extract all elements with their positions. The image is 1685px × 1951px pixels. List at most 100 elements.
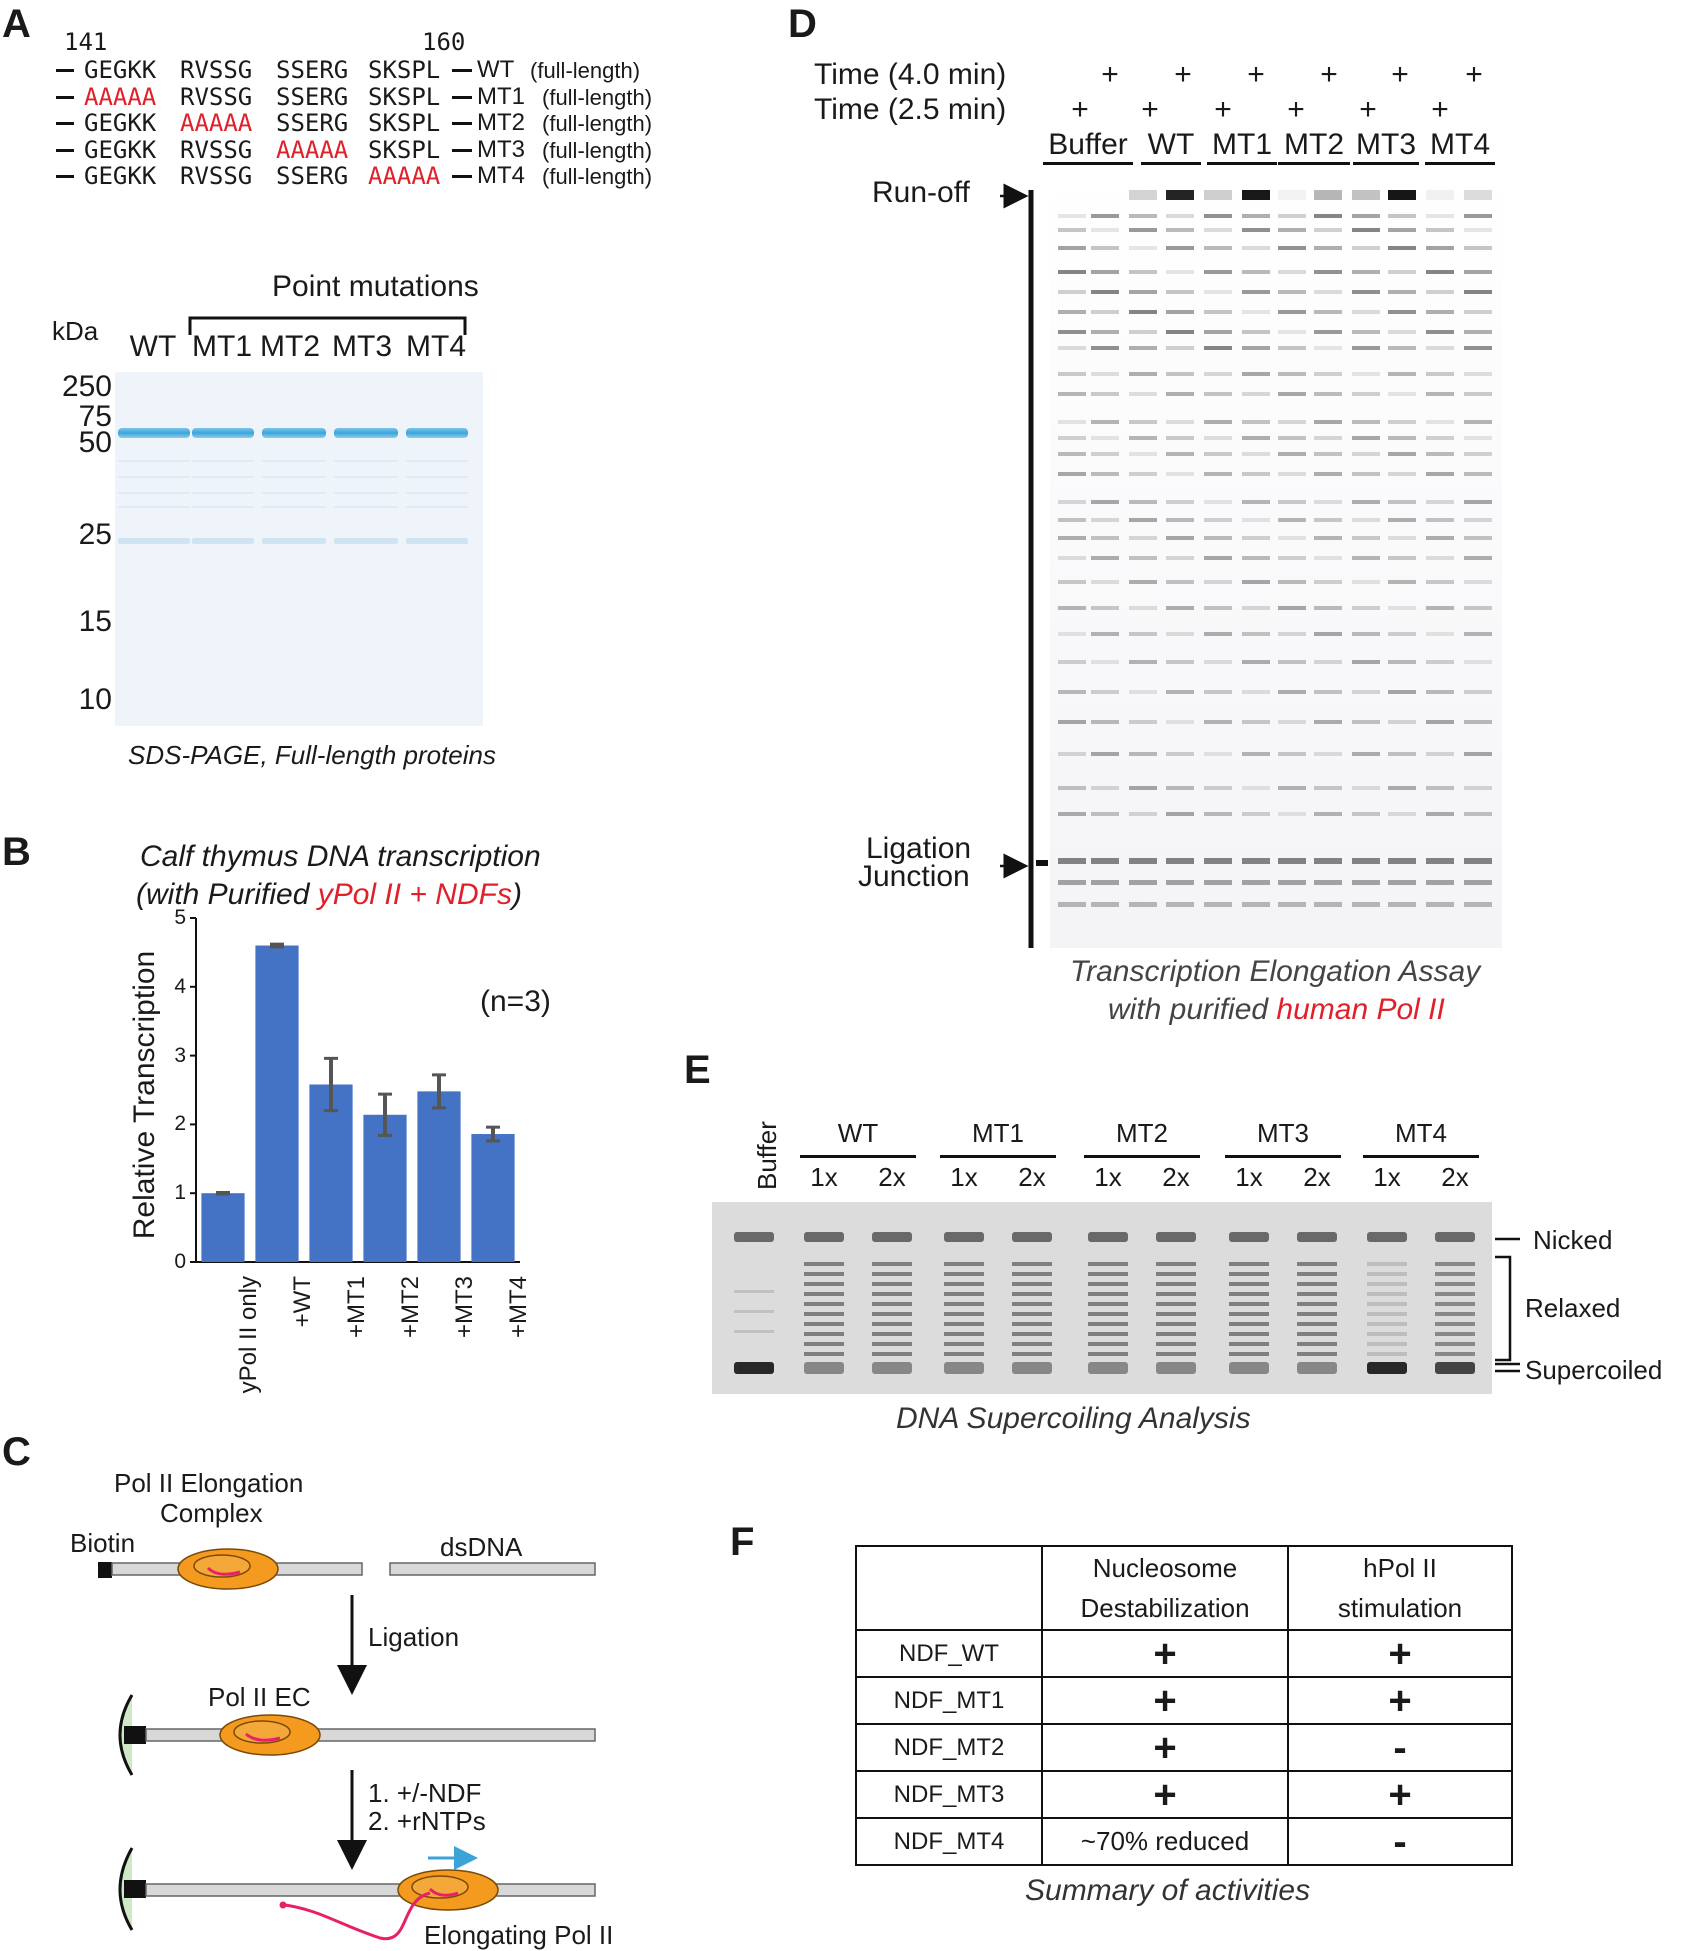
relaxed-band — [1156, 1332, 1196, 1336]
transcript-band — [1129, 270, 1157, 274]
plus-marker-4min: + — [1465, 58, 1483, 91]
transcript-band — [1204, 786, 1232, 790]
gel-a-marker-label: 15 — [78, 605, 112, 638]
transcript-band — [1314, 310, 1342, 314]
transcript-band — [1314, 372, 1342, 376]
relaxed-band — [1229, 1262, 1269, 1266]
relaxed-band — [1012, 1332, 1052, 1336]
transcript-band — [1204, 690, 1232, 694]
seq-name: MT3 — [477, 135, 525, 163]
gel-a-lane-label: MT4 — [406, 330, 466, 363]
nicked-band — [1229, 1232, 1269, 1242]
plus-marker-4min: + — [1320, 58, 1338, 91]
protein-band — [406, 428, 468, 438]
nicked-band — [1156, 1232, 1196, 1242]
gel-e-group-label: MT2 — [1116, 1118, 1168, 1148]
transcript-band — [1388, 346, 1416, 350]
transcript-band — [1166, 246, 1194, 250]
y-tick-label: 3 — [174, 1043, 186, 1067]
transcript-band — [1129, 392, 1157, 396]
dose-1x-label: 1x — [1094, 1162, 1122, 1192]
row-name-cell: NDF_MT2 — [855, 1723, 1043, 1772]
transcript-band — [1352, 472, 1380, 476]
relaxed-band — [1012, 1352, 1052, 1356]
transcript-band — [1058, 392, 1086, 396]
transcript-band — [1242, 752, 1270, 756]
seq-block: SSERG — [276, 56, 349, 84]
transcript-band — [1426, 436, 1454, 440]
transcript-band — [1058, 290, 1086, 294]
transcript-band — [1464, 472, 1492, 476]
run-off-band — [1129, 190, 1157, 200]
y-tick-label: 5 — [174, 906, 186, 929]
transcript-band — [1058, 214, 1086, 218]
relative-transcription-chart — [190, 917, 520, 1263]
faint-band — [406, 460, 468, 462]
transcript-band — [1242, 330, 1270, 334]
plus-marker-4min: + — [1174, 58, 1192, 91]
gel-a-marker-label: 250 — [61, 370, 112, 403]
transcript-band — [1091, 752, 1119, 756]
nucleosome-cell: ~70% reduced — [1041, 1817, 1289, 1866]
relaxed-band — [1297, 1342, 1337, 1346]
transcript-band — [1204, 632, 1232, 636]
transcript-band — [1278, 812, 1306, 816]
sds-page-gel — [115, 372, 483, 726]
transcript-band — [1464, 420, 1492, 424]
transcript-band — [1204, 214, 1232, 218]
bar — [309, 1084, 353, 1262]
relaxed-band — [804, 1282, 844, 1286]
junction-band — [1129, 858, 1157, 864]
seq-block: SSERG — [276, 82, 349, 111]
header-hpol: hPol II stimulation — [1287, 1545, 1513, 1631]
transcript-band — [1091, 580, 1119, 584]
transcript-band — [1464, 500, 1492, 504]
transcript-band — [1204, 372, 1232, 376]
relaxed-band — [1156, 1282, 1196, 1286]
transcript-band — [1166, 290, 1194, 294]
transcript-band — [1242, 556, 1270, 560]
transcript-band — [1166, 472, 1194, 476]
transcript-band — [1388, 812, 1416, 816]
supercoiled-band — [1156, 1362, 1196, 1374]
transcript-band — [1464, 518, 1492, 522]
relaxed-band — [944, 1342, 984, 1346]
transcript-band — [1314, 472, 1342, 476]
relaxed-band — [1088, 1302, 1128, 1306]
faint-band — [334, 506, 398, 508]
transcript-band — [1242, 310, 1270, 314]
relaxed-band — [1088, 1342, 1128, 1346]
transcript-band — [1426, 472, 1454, 476]
transcript-band — [1204, 330, 1232, 334]
transcript-band — [1464, 606, 1492, 610]
transcript-band — [1388, 690, 1416, 694]
transcript-band — [1314, 500, 1342, 504]
table-caption: Summary of activities — [1025, 1874, 1311, 1907]
transcript-band — [1314, 270, 1342, 274]
transcript-band — [1129, 500, 1157, 504]
row-name-cell: NDF_MT3 — [855, 1770, 1043, 1819]
transcript-band — [1166, 632, 1194, 636]
relaxed-band — [872, 1312, 912, 1316]
supercoiled-band — [1367, 1362, 1407, 1374]
transcript-band — [1426, 580, 1454, 584]
gel-d-group-label: MT3 — [1356, 128, 1416, 161]
transcript-band — [1166, 606, 1194, 610]
dsdna-label: dsDNA — [440, 1532, 523, 1562]
relaxed-band — [1012, 1342, 1052, 1346]
transcript-band — [1058, 436, 1086, 440]
faint-band — [192, 538, 254, 544]
relaxed-band — [944, 1322, 984, 1326]
transcript-band — [1464, 372, 1492, 376]
transcript-band — [1426, 660, 1454, 664]
relaxed-band — [1088, 1292, 1128, 1296]
transcript-band — [1204, 500, 1232, 504]
hpol-cell: + — [1287, 1629, 1513, 1678]
relaxed-band — [1367, 1292, 1407, 1296]
transcript-band — [1242, 580, 1270, 584]
seq-block: SKSPL — [368, 82, 441, 111]
gel-a-marker-label: 50 — [78, 426, 112, 459]
panel-d-letter: D — [788, 2, 817, 46]
transcript-band — [1464, 632, 1492, 636]
faint-band — [118, 506, 190, 508]
